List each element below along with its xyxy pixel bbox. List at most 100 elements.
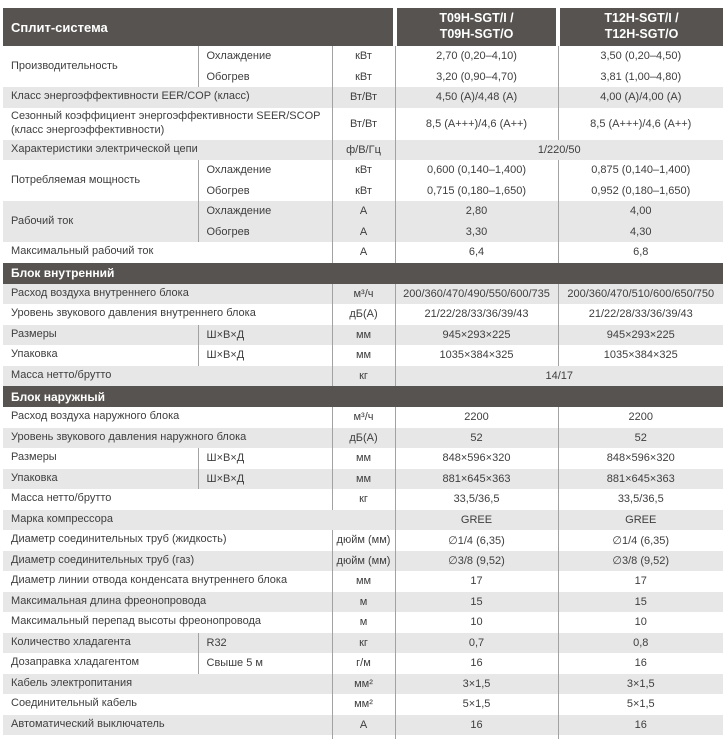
spec-row: Упаковка Ш×В×Д мм 881×645×363 881×645×363	[3, 468, 723, 489]
value-cell: 4,00	[557, 201, 723, 222]
unit-cell: дБ(А)	[331, 427, 395, 448]
unit-cell: А	[331, 221, 395, 242]
param-cell: Количество хладагента	[3, 632, 198, 653]
unit-cell: кВт	[331, 160, 395, 181]
value-cell: 945×293×225	[557, 324, 723, 345]
param-cell: Расход воздуха наружного блока	[3, 407, 332, 428]
value-cell: 0,600 (0,140–1,400)	[394, 160, 558, 181]
value-cell: 200/360/470/510/600/650/750	[557, 283, 723, 304]
value-cell: 21/22/28/33/36/39/43	[557, 304, 723, 325]
param-cell: Рабочий ток	[3, 201, 198, 242]
value-cell: ∅1/4 (6,35)	[557, 530, 723, 551]
param-cell: Производительность	[3, 46, 198, 87]
value-cell: 4,30	[557, 221, 723, 242]
unit-cell: А	[331, 714, 395, 735]
value-cell: 5×1,5	[557, 694, 723, 715]
param-cell: Масса нетто/брутто	[3, 365, 332, 386]
spec-row: Соединительный кабель мм² 5×1,5 5×1,5	[3, 694, 723, 715]
spec-row: Расход воздуха внутреннего блока м³/ч 200/…	[3, 283, 723, 304]
unit-cell: кг	[331, 365, 395, 386]
value-cell: GREE	[557, 509, 723, 530]
unit-cell: мм	[331, 324, 395, 345]
value-cell: ∅1/4 (6,35)	[394, 530, 558, 551]
param-cell: Расход воздуха внутреннего блока	[3, 283, 332, 304]
value-cell: 3,20 (0,90–4,70)	[394, 66, 558, 87]
value-cell: 1035×384×325	[394, 345, 558, 366]
value-cell: GREE	[394, 509, 558, 530]
spec-row: Обогрев кВт 0,715 (0,180–1,650) 0,952 (0,18…	[3, 180, 723, 201]
unit-cell: ф/В/Гц	[331, 139, 395, 160]
param-cell: Автоматический выключатель	[3, 714, 332, 735]
spec-row: Размеры Ш×В×Д мм 945×293×225 945×293×225	[3, 324, 723, 345]
value-cell: 0,952 (0,180–1,650)	[557, 180, 723, 201]
value-cell: 10	[394, 612, 558, 633]
unit-cell: кВт	[331, 180, 395, 201]
spec-row: Кабель электропитания мм² 3×1,5 3×1,5	[3, 673, 723, 694]
sub-param-cell: Ш×В×Д	[197, 468, 332, 489]
value-cell: 881×645×363	[394, 468, 558, 489]
spec-row: Количество хладагента R32 кг 0,7 0,8	[3, 632, 723, 653]
value-cell: 16	[557, 714, 723, 735]
unit-cell: мм	[331, 448, 395, 469]
unit-cell: мм	[331, 345, 395, 366]
sub-param-cell: R32	[197, 632, 332, 653]
unit-cell: мм²	[331, 694, 395, 715]
spec-row: Максимальный рабочий ток А 6,4 6,8	[3, 242, 723, 263]
param-cell: Упаковка	[3, 345, 198, 366]
value-cell: 2,80	[394, 201, 558, 222]
value-cell: 848×596×320	[557, 448, 723, 469]
unit-cell: м²	[331, 735, 395, 739]
spec-row: Масса нетто/брутто кг 14/17	[3, 365, 723, 386]
unit-cell: м	[331, 591, 395, 612]
param-cell: Диаметр соединительных труб (жидкость)	[3, 530, 332, 551]
value-cell: 17	[557, 571, 723, 592]
unit-cell: кВт	[331, 46, 395, 67]
unit-cell: кВт	[331, 66, 395, 87]
table-title: Сплит-система	[3, 8, 395, 46]
param-cell: Кабель электропитания	[3, 673, 332, 694]
spec-row: Максимальная длина фреонопровода м 15 15	[3, 591, 723, 612]
spec-table: Сплит-система T09H-SGT/I / T09H-SGT/O T1…	[3, 8, 723, 739]
spec-row: Автоматический выключатель А 16 16	[3, 714, 723, 735]
param-cell: Уровень звукового давления наружного бло…	[3, 427, 332, 448]
section-band-title: Блок наружный	[3, 386, 723, 407]
param-cell: Масса нетто/брутто	[3, 489, 332, 510]
unit-cell: м³/ч	[331, 407, 395, 428]
spec-row: Марка компрессора GREE GREE	[3, 509, 723, 530]
model-column-header-1: T09H-SGT/I / T09H-SGT/O	[393, 8, 558, 46]
value-cell: 33,5/36,5	[557, 489, 723, 510]
value-cell: 3×1,5	[557, 673, 723, 694]
value-cell: 1/220/50	[394, 139, 723, 160]
value-cell: 945×293×225	[394, 324, 558, 345]
unit-cell: А	[331, 201, 395, 222]
spec-row: Упаковка Ш×В×Д мм 1035×384×325 1035×384×325	[3, 345, 723, 366]
value-cell: 6,8	[557, 242, 723, 263]
spec-row: Диаметр линии отвода конденсата внутренн…	[3, 571, 723, 592]
param-cell: Максимальная длина фреонопровода	[3, 591, 332, 612]
value-cell: 881×645×363	[557, 468, 723, 489]
unit-cell: мм²	[331, 673, 395, 694]
value-cell: 0,7	[394, 632, 558, 653]
sub-param-cell: Охлаждение	[197, 46, 332, 67]
unit-cell: Вт/Вт	[331, 87, 395, 108]
value-cell: 0,875 (0,140–1,400)	[557, 160, 723, 181]
table-header-row: Сплит-система T09H-SGT/I / T09H-SGT/O T1…	[3, 8, 723, 46]
value-cell: 52	[557, 427, 723, 448]
value-cell: 14/17	[394, 365, 723, 386]
spec-row: Класс энергоэффективности EER/COP (класс…	[3, 87, 723, 108]
value-cell: 3,50 (0,20–4,50)	[557, 46, 723, 67]
spec-row: Рекомендуемая площадь помещения, дом²273…	[3, 735, 723, 739]
model-column-header-2: T12H-SGT/I / T12H-SGT/O	[556, 8, 723, 46]
section-band-row: Блок наружный	[3, 386, 723, 407]
value-cell: 35	[557, 735, 723, 739]
value-cell: 27	[394, 735, 558, 739]
value-cell: 2200	[557, 407, 723, 428]
value-cell: 200/360/470/490/550/600/735	[394, 283, 558, 304]
unit-cell: дюйм (мм)	[331, 530, 395, 551]
value-cell: 2200	[394, 407, 558, 428]
section-band-row: Блок внутренний	[3, 262, 723, 284]
spec-row: Максимальный перепад высоты фреонопровод…	[3, 612, 723, 633]
param-cell: Размеры	[3, 448, 198, 469]
param-cell: Сезонный коэффициент энергоэффективности…	[3, 107, 332, 140]
